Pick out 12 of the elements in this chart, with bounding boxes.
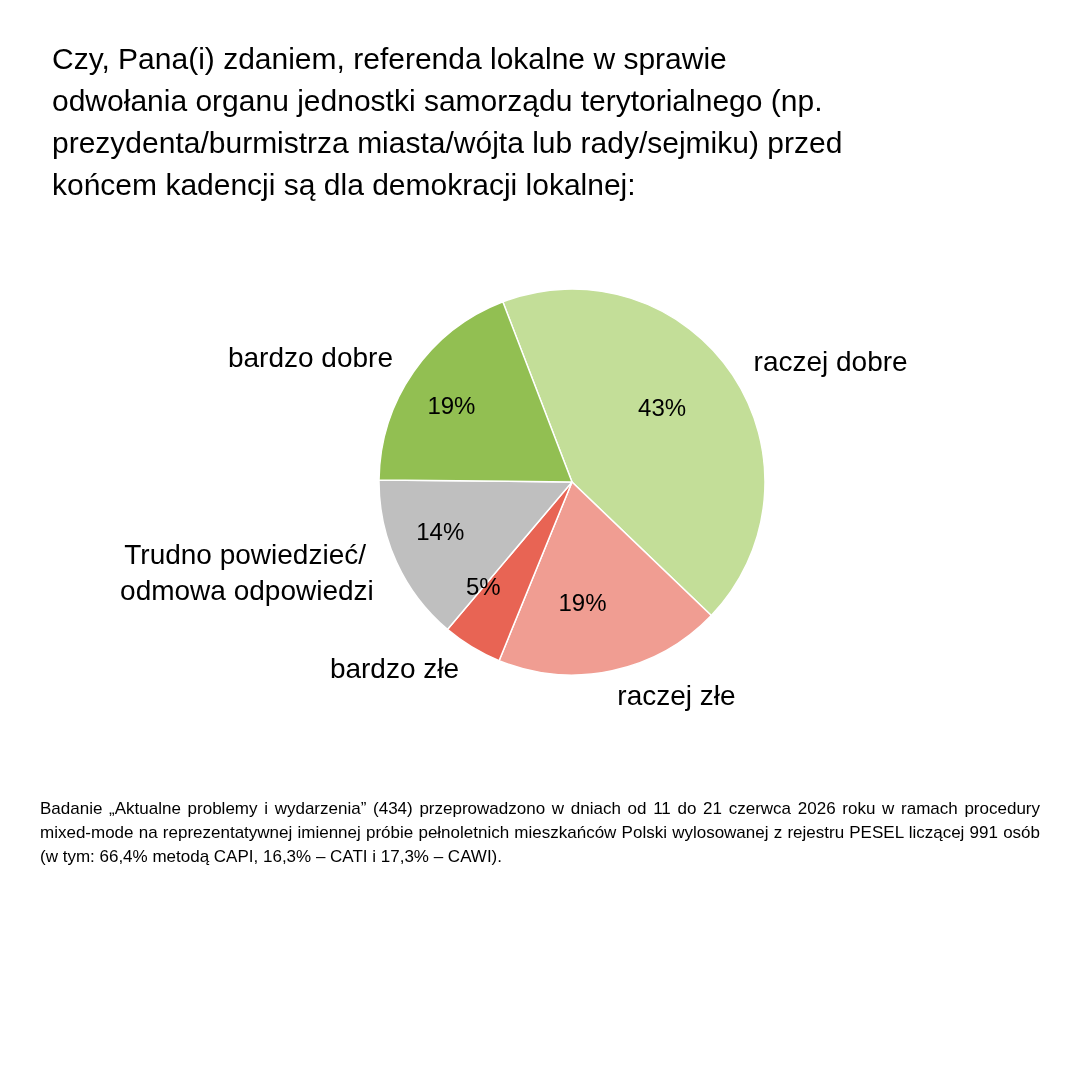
slice-label: raczej dobre <box>753 345 908 377</box>
chart-title: Czy, Pana(i) zdaniem, referenda lokalne w sprawie odwołania organu jednostki samorządu terytorialnego (np. prezydenta/burmistrza miasta/wójta lub rady/sejmiku) przed końcem kadencji są dla demokracji lokalnej: <box>52 41 844 203</box>
slice-label: raczej złe <box>617 679 736 711</box>
data-label: 43% <box>638 394 687 422</box>
slice-label: bardzo dobre <box>227 342 393 374</box>
data-label: 19% <box>558 589 607 617</box>
text: Badanie „Aktualne problemy i wydarzenia” (434) przeprowadzono w dniach od 11 do 21 czerwca 2026 roku w ramach procedury mixed-mode na reprezentatywnej imiennej próbie pełnoletnich mieszkańców Polski wylosowanej z rejestru PESEL liczącej 991 osób (w tym: 66,4% metodą CAPI, 16,3% – CATI i 17,3% – CAWI). <box>40 798 1040 868</box>
data-label: 19% <box>427 391 476 419</box>
data-label: 14% <box>416 517 465 545</box>
slice-label: bardzo złe <box>329 652 460 684</box>
data-label: 5% <box>466 573 501 601</box>
slice-label: Trudno powiedzieć/ odmowa odpowiedzi <box>120 539 374 607</box>
